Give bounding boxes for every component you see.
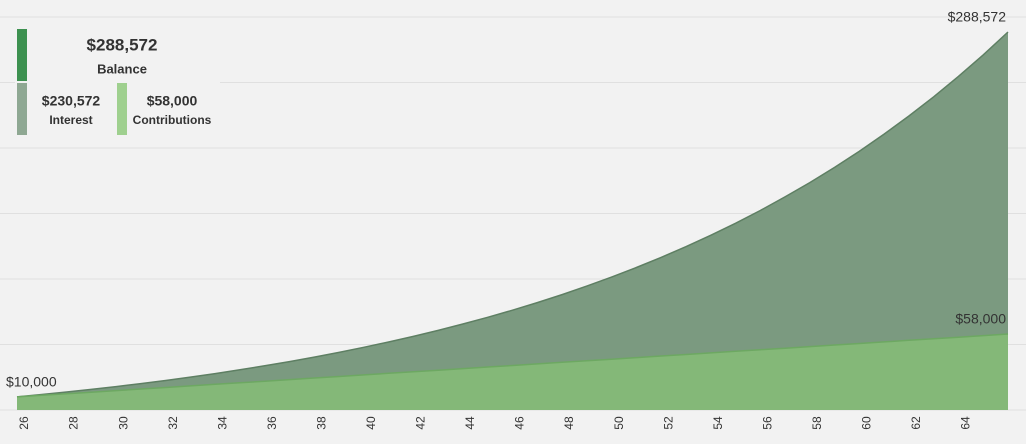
data-label: $288,572 bbox=[948, 9, 1007, 25]
x-tick-label: 58 bbox=[810, 416, 824, 430]
data-label: $10,000 bbox=[6, 374, 57, 390]
x-tick-label: 48 bbox=[562, 416, 576, 430]
x-tick-label: 38 bbox=[314, 416, 328, 430]
area bbox=[17, 334, 1008, 410]
legend-swatch bbox=[17, 83, 27, 135]
data-label: $58,000 bbox=[955, 311, 1006, 327]
legend-value: $230,572 bbox=[42, 93, 101, 109]
line bbox=[16, 333, 1009, 398]
x-tick-label: 40 bbox=[364, 416, 378, 430]
x-tick-label: 46 bbox=[513, 416, 527, 430]
line bbox=[16, 31, 1009, 398]
x-tick-label: 50 bbox=[612, 416, 626, 430]
x-tick-label: 32 bbox=[166, 416, 180, 430]
legend-label: Contributions bbox=[133, 113, 212, 127]
x-tick-label: 60 bbox=[860, 416, 874, 430]
x-tick-label: 52 bbox=[661, 416, 675, 430]
legend-label: Interest bbox=[49, 113, 92, 127]
legend-swatch bbox=[17, 29, 27, 81]
area bbox=[17, 32, 1008, 410]
x-tick-label: 54 bbox=[711, 416, 725, 430]
x-tick-label: 56 bbox=[760, 416, 774, 430]
x-tick-label: 44 bbox=[463, 416, 477, 430]
x-tick-label: 64 bbox=[959, 416, 973, 430]
legend-value: $58,000 bbox=[147, 93, 198, 109]
legend-value: $288,572 bbox=[87, 35, 158, 54]
x-tick-label: 28 bbox=[67, 416, 81, 430]
x-tick-label: 62 bbox=[909, 416, 923, 430]
x-tick-label: 34 bbox=[215, 416, 229, 430]
annotations: $10,000 $288,572 $58,000 bbox=[6, 9, 1006, 390]
areas bbox=[16, 31, 1009, 410]
legend-swatch bbox=[117, 83, 127, 135]
x-tick-label: 30 bbox=[116, 416, 130, 430]
x-tick-label: 42 bbox=[414, 416, 428, 430]
x-tick-label: 36 bbox=[265, 416, 279, 430]
legend: $288,572 Balance $230,572 Interest $58,0… bbox=[15, 26, 220, 138]
x-tick-label: 26 bbox=[17, 416, 31, 430]
x-axis: 26 28 30 32 34 36 38 40 42 44 46 48 50 52 54 56 58 60 62 64 bbox=[17, 416, 972, 430]
legend-label: Balance bbox=[97, 61, 147, 76]
